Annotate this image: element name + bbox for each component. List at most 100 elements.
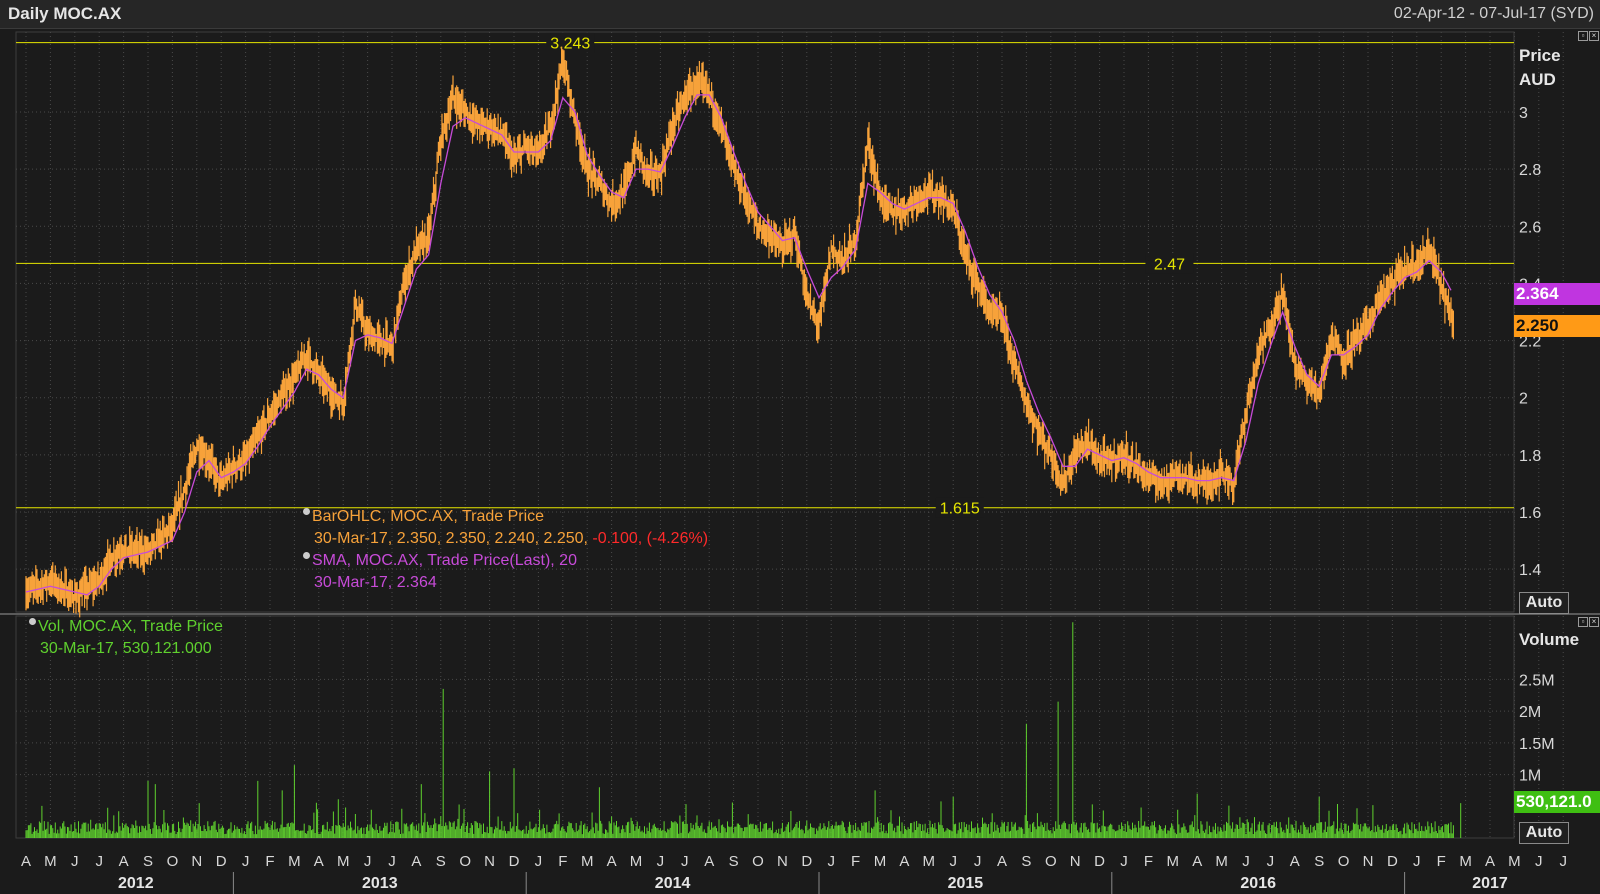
month-tick-label: D <box>1387 853 1398 870</box>
month-tick-label: N <box>1070 853 1081 870</box>
volume-panel-frame <box>15 615 1515 839</box>
volume-legend-values: 30-Mar-17, 530,121.000 <box>40 640 212 657</box>
month-tick-label: M <box>1215 853 1228 870</box>
month-tick-label: A <box>899 853 909 870</box>
month-tick-label: M <box>337 853 350 870</box>
month-tick-label: M <box>630 853 643 870</box>
month-tick-label: M <box>1167 853 1180 870</box>
horizontal-lines: 3.243 2.47 1.615 <box>16 32 1514 518</box>
legend-bullet-icon[interactable] <box>303 508 310 515</box>
price-auto-scale-button[interactable]: Auto <box>1519 592 1569 614</box>
month-tick-label: O <box>1045 853 1057 870</box>
month-tick-label: M <box>923 853 936 870</box>
month-tick-label: N <box>484 853 495 870</box>
axes: 1.41.61.822.22.42.62.831M1.5M2M2.5MAMJJA… <box>21 105 1567 894</box>
chart-title: Daily MOC.AX <box>8 4 122 23</box>
month-tick-label: S <box>1314 853 1324 870</box>
sma-value-tag: 2.364 <box>1514 283 1600 305</box>
month-tick-label: F <box>1437 853 1446 870</box>
month-tick-label: A <box>411 853 421 870</box>
volume-tick-label: 1.5M <box>1519 736 1555 753</box>
date-range: 02-Apr-12 - 07-Jul-17 (SYD) <box>1393 5 1594 22</box>
month-tick-label: N <box>777 853 788 870</box>
year-label: 2017 <box>1472 875 1508 892</box>
year-label: 2013 <box>362 875 398 892</box>
ohlc-bars <box>25 46 1454 618</box>
month-tick-label: J <box>1559 853 1567 870</box>
restore-panel-icon[interactable]: ▫ <box>1578 31 1588 41</box>
legend-series1-name: BarOHLC, MOC.AX, Trade Price <box>312 508 545 525</box>
month-tick-label: J <box>1413 853 1421 870</box>
year-label: 2012 <box>118 875 154 892</box>
month-tick-label: J <box>827 853 835 870</box>
month-tick-label: N <box>1363 853 1374 870</box>
reference-line-label: 2.47 <box>1154 256 1185 273</box>
month-tick-label: O <box>459 853 471 870</box>
month-tick-label: M <box>44 853 57 870</box>
legend-bullet-icon[interactable] <box>303 552 310 559</box>
price-tick-label: 2.2 <box>1519 334 1541 351</box>
month-tick-label: A <box>21 853 31 870</box>
month-tick-label: D <box>801 853 812 870</box>
month-tick-label: J <box>681 853 689 870</box>
month-tick-label: J <box>1267 853 1275 870</box>
month-tick-label: J <box>388 853 396 870</box>
volume-axis-title: Volume <box>1519 630 1580 649</box>
price-tick-label: 3 <box>1519 105 1528 122</box>
legend-series2-name: SMA, MOC.AX, Trade Price(Last), 20 <box>312 552 577 569</box>
reference-line-label: 3.243 <box>550 36 590 53</box>
close-panel-icon[interactable]: × <box>1589 31 1599 41</box>
close-volume-panel-icon[interactable]: × <box>1589 617 1599 627</box>
month-tick-label: S <box>1021 853 1031 870</box>
month-tick-label: A <box>607 853 617 870</box>
month-tick-label: J <box>1535 853 1543 870</box>
month-tick-label: J <box>657 853 665 870</box>
reference-label-bg <box>546 32 595 53</box>
price-tick-label: 2.6 <box>1519 219 1541 236</box>
reference-label-bg <box>1145 253 1194 274</box>
reference-line-label: 1.615 <box>940 501 980 518</box>
month-tick-label: M <box>288 853 301 870</box>
month-tick-label: S <box>436 853 446 870</box>
month-tick-label: A <box>119 853 129 870</box>
grid <box>0 31 1600 839</box>
month-tick-label: J <box>364 853 372 870</box>
volume-tick-label: 1M <box>1519 768 1541 785</box>
price-series <box>25 46 1454 618</box>
volume-legend-name: Vol, MOC.AX, Trade Price <box>38 618 223 635</box>
month-tick-label: A <box>1192 853 1202 870</box>
month-tick-label: A <box>704 853 714 870</box>
month-tick-label: M <box>874 853 887 870</box>
volume-tick-label: 2M <box>1519 704 1541 721</box>
month-tick-label: A <box>314 853 324 870</box>
month-tick-label: A <box>1485 853 1495 870</box>
month-tick-label: J <box>242 853 250 870</box>
sma-line <box>25 94 1452 596</box>
month-tick-label: O <box>752 853 764 870</box>
month-tick-label: F <box>265 853 274 870</box>
month-tick-label: J <box>974 853 982 870</box>
volume-legend[interactable]: Vol, MOC.AX, Trade Price 30-Mar-17, 530,… <box>29 618 223 658</box>
reference-label-bg <box>935 497 984 518</box>
sma-series <box>25 94 1452 596</box>
price-tick-label: 2.8 <box>1519 162 1541 179</box>
month-tick-label: A <box>997 853 1007 870</box>
month-tick-label: J <box>95 853 103 870</box>
legend-series1-change: -0.100, (-4.26%) <box>592 530 709 547</box>
volume-auto-scale-button[interactable]: Auto <box>1519 822 1569 844</box>
month-tick-label: F <box>558 853 567 870</box>
price-panel-frame <box>15 31 1515 613</box>
restore-volume-panel-icon[interactable]: ▫ <box>1578 617 1588 627</box>
legend-series1-values: 30-Mar-17, 2.350, 2.350, 2.240, 2.250, <box>314 530 588 547</box>
month-tick-label: D <box>509 853 520 870</box>
month-tick-label: J <box>1242 853 1250 870</box>
price-axis-title: Price AUD <box>1519 44 1561 92</box>
price-legend[interactable]: BarOHLC, MOC.AX, Trade Price 30-Mar-17, … <box>303 508 708 592</box>
legend-series2-values: 30-Mar-17, 2.364 <box>314 574 437 591</box>
month-tick-label: N <box>191 853 202 870</box>
year-label: 2014 <box>655 875 691 892</box>
month-tick-label: A <box>1290 853 1300 870</box>
price-tick-label: 1.4 <box>1519 562 1541 579</box>
legend-bullet-icon[interactable] <box>29 618 36 625</box>
